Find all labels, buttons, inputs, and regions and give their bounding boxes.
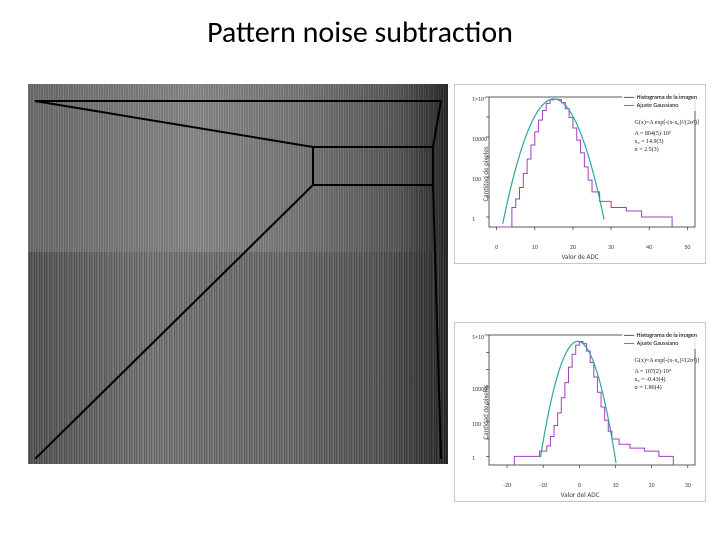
fit-param-x0: x₀ = 14.9(3) (635, 138, 699, 146)
fit-params-bottom: G(x)=A exp[-(x-x₀)²/(2σ²)] A = 107(2)·10… (635, 357, 699, 392)
charts-column: Cantidad de pixeles Valor de ADC Histogr… (454, 84, 706, 502)
plot-area-top (485, 93, 699, 241)
histogram-chart-before: Cantidad de pixeles Valor de ADC Histogr… (454, 84, 706, 264)
fit-params-top: G(x)=A exp[-(x-x₀)²/(2σ²)] A = 804(5)·10… (635, 119, 699, 154)
legend-bottom: Histograma de la imagen Ajuste Gaussiano (622, 331, 699, 349)
fit-formula: G(x)=A exp[-(x-x₀)²/(2σ²)] (635, 357, 699, 365)
noise-image-lower (28, 252, 448, 464)
content-area: Cantidad de pixeles Valor de ADC Histogr… (0, 68, 720, 528)
plot-area-bottom (485, 331, 699, 479)
legend-fit-label: Ajuste Gaussiano (637, 340, 679, 348)
x-axis-label: Valor de ADC (561, 252, 598, 261)
slide-title: Pattern noise subtraction (0, 0, 720, 51)
histogram-chart-after: Cantidad de pixeles Valor del ADC Histog… (454, 322, 706, 502)
fit-param-A: A = 107(2)·10⁴ (635, 368, 699, 376)
x-axis-label: Valor del ADC (561, 490, 600, 499)
noise-image-upper (28, 84, 448, 254)
noise-image-panel (28, 84, 448, 464)
fit-param-sigma: σ = 2.5(3) (635, 146, 699, 154)
fit-formula: G(x)=A exp[-(x-x₀)²/(2σ²)] (635, 119, 699, 127)
legend-top: Histograma de la imagen Ajuste Gaussiano (622, 93, 699, 111)
fit-param-A: A = 804(5)·10³ (635, 130, 699, 138)
fit-param-x0: x₀ = -0.43(4) (635, 376, 699, 384)
legend-fit-label: Ajuste Gaussiano (637, 102, 679, 110)
fit-param-sigma: σ = 1.86(4) (635, 384, 699, 392)
